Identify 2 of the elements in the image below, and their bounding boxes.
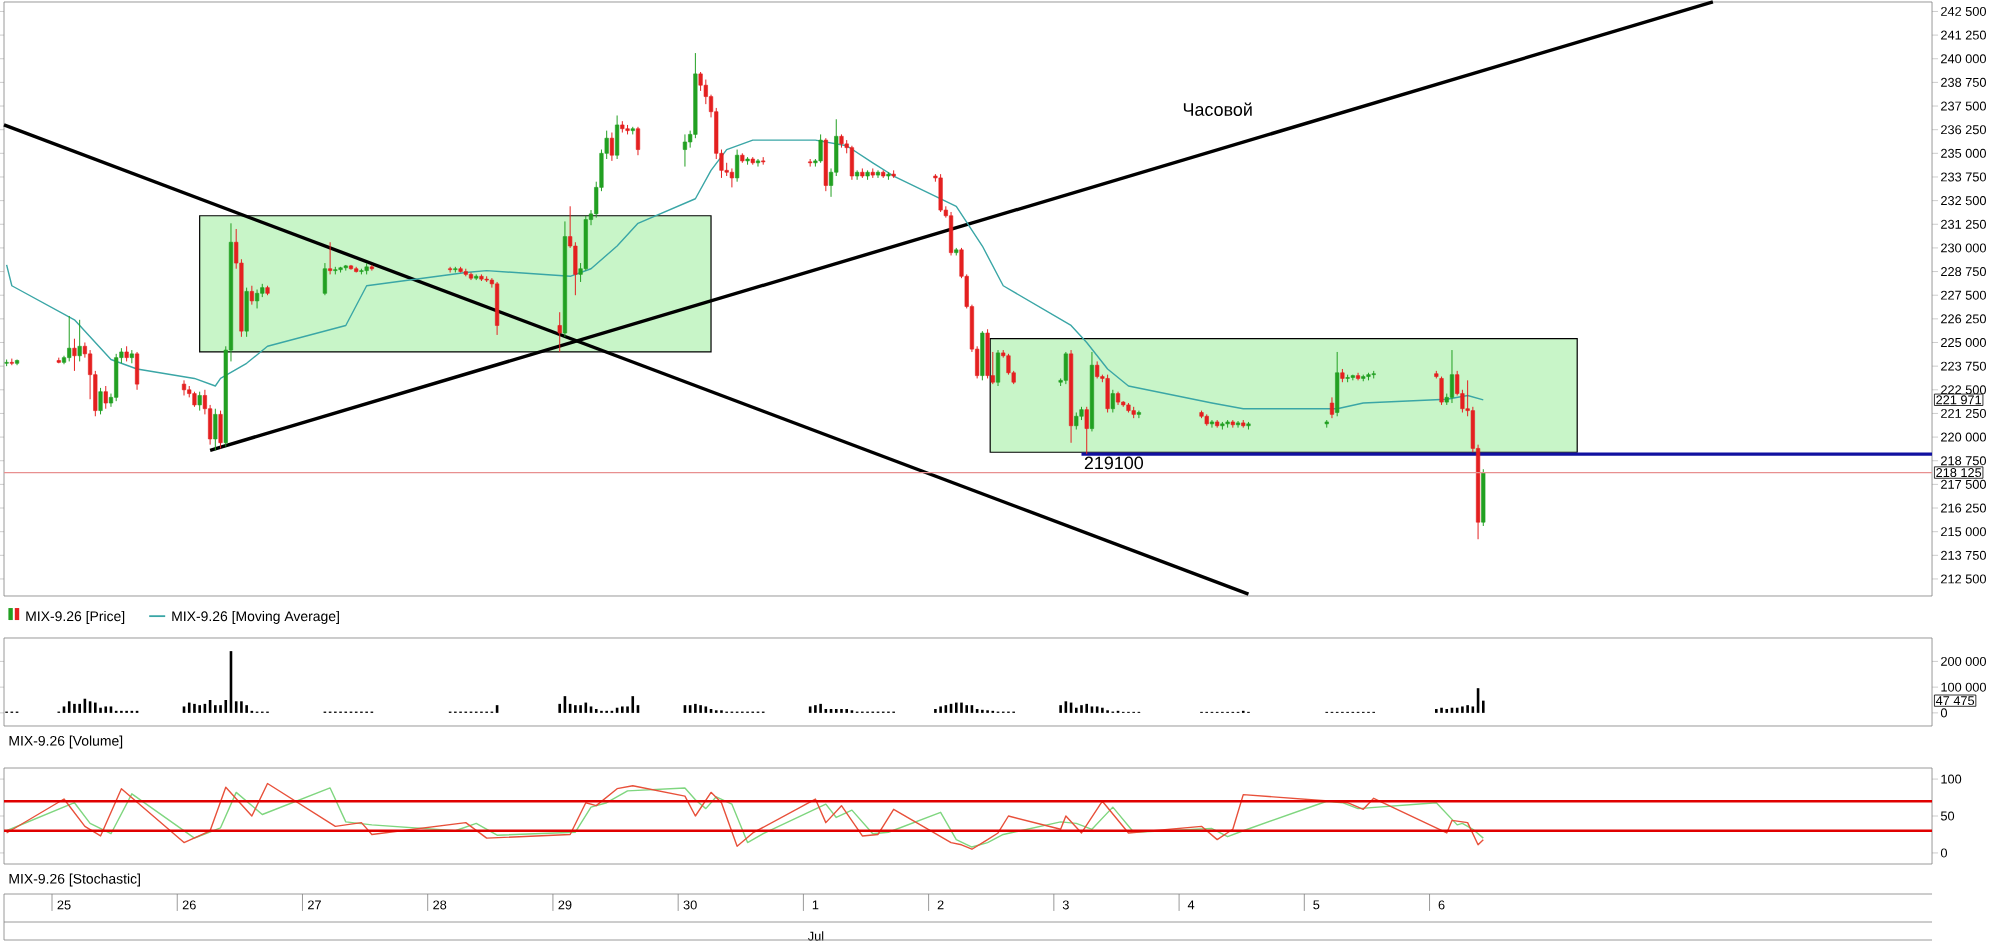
annotation: 219100 xyxy=(1084,456,1144,470)
annotation: Часовой xyxy=(1183,102,1252,116)
